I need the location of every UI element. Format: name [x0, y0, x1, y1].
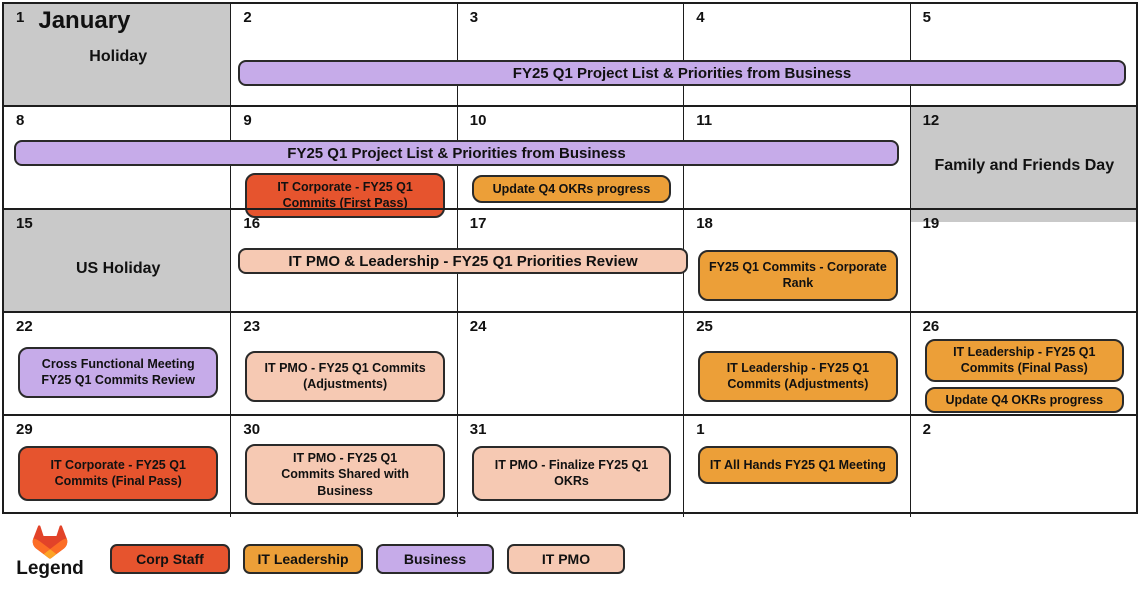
day-number: 25	[696, 318, 713, 335]
day-cell-4: 4	[683, 4, 909, 105]
event-fy25-q1-commits-corporate-rank: FY25 Q1 Commits - Corporate Rank	[698, 250, 898, 301]
day-number: 2	[243, 9, 252, 26]
day-number: 8	[16, 112, 25, 129]
legend-title-block: Legend	[16, 524, 84, 580]
day-cell-9: 9 IT Corporate - FY25 Q1 Commits (First …	[230, 107, 456, 222]
january-calendar: 1 January Holiday 2 3 4 5 FY25 Q1 Projec…	[2, 2, 1138, 517]
week-row-1: 1 January Holiday 2 3 4 5 FY25 Q1 Projec…	[4, 4, 1136, 105]
day-number: 2	[922, 421, 931, 438]
day-number: 15	[16, 215, 33, 232]
event-it-corporate-commits-final-pass: IT Corporate - FY25 Q1 Commits (Final Pa…	[18, 446, 219, 501]
day-cell-16: 16	[230, 210, 456, 311]
day-number: 5	[922, 9, 931, 26]
week-row-2: 8 9 IT Corporate - FY25 Q1 Commits (Firs…	[4, 105, 1136, 222]
event-it-pmo-commits-adjustments: IT PMO - FY25 Q1 Commits (Adjustments)	[245, 351, 445, 402]
day-18-events: FY25 Q1 Commits - Corporate Rank	[698, 250, 898, 301]
day-cell-31: 31 IT PMO - Finalize FY25 Q1 OKRs	[456, 416, 683, 517]
day-number: 17	[469, 215, 487, 232]
day-cell-30: 30 IT PMO - FY25 Q1 Commits Shared with …	[230, 416, 456, 517]
banner-project-list-priorities: FY25 Q1 Project List & Priorities from B…	[14, 140, 899, 166]
day-cell-12: 12 Family and Friends Day	[909, 107, 1136, 222]
holiday-label: US Holiday	[75, 260, 161, 277]
day-cell-1: 1 January Holiday	[4, 4, 231, 105]
day-number: 10	[469, 112, 487, 129]
day-cell-18: 18 FY25 Q1 Commits - Corporate Rank	[683, 210, 909, 311]
day-number: 18	[696, 215, 713, 232]
event-cross-functional-meeting: Cross Functional Meeting FY25 Q1 Commits…	[18, 347, 219, 398]
day-number: 26	[922, 318, 940, 335]
day-cell-5: 5	[909, 4, 1136, 105]
day-cell-feb-1: 1 IT All Hands FY25 Q1 Meeting	[683, 416, 909, 517]
event-it-pmo-finalize-fy25-q1-okrs: IT PMO - Finalize FY25 Q1 OKRs	[471, 446, 672, 501]
day-number: 16	[243, 215, 261, 232]
holiday-label: Family and Friends Day	[934, 157, 1115, 174]
legend-title: Legend	[16, 558, 84, 579]
day-23-events: IT PMO - FY25 Q1 Commits (Adjustments)	[245, 351, 445, 402]
day-number: 4	[696, 9, 705, 26]
day-cell-26: 26 IT Leadership - FY25 Q1 Commits (Fina…	[909, 313, 1136, 417]
banner-project-list-priorities: FY25 Q1 Project List & Priorities from B…	[238, 60, 1126, 86]
week-row-5: 29 IT Corporate - FY25 Q1 Commits (Final…	[4, 414, 1136, 517]
event-it-leadership-commits-final-pass: IT Leadership - FY25 Q1 Commits (Final P…	[924, 339, 1124, 382]
day-30-events: IT PMO - FY25 Q1 Commits Shared with Bus…	[245, 444, 445, 505]
legend-badge-it-leadership: IT Leadership	[243, 544, 363, 574]
event-it-corporate-commits-first-pass: IT Corporate - FY25 Q1 Commits (First Pa…	[245, 173, 445, 218]
day-number: 22	[16, 318, 33, 335]
event-it-pmo-commits-shared-with-business: IT PMO - FY25 Q1 Commits Shared with Bus…	[245, 444, 445, 505]
day-cell-2: 2	[230, 4, 456, 105]
day-cell-23: 23 IT PMO - FY25 Q1 Commits (Adjustments…	[230, 313, 456, 417]
day-number: 3	[469, 9, 479, 26]
legend-items: Corp Staff IT Leadership Business IT PMO	[110, 544, 625, 574]
day-cell-25: 25 IT Leadership - FY25 Q1 Commits (Adju…	[683, 313, 909, 417]
gitlab-tanuki-icon	[32, 525, 68, 559]
day-number: 19	[922, 215, 940, 232]
event-it-all-hands-meeting: IT All Hands FY25 Q1 Meeting	[698, 446, 898, 485]
day-22-events: Cross Functional Meeting FY25 Q1 Commits…	[18, 347, 219, 398]
day-number: 11	[696, 112, 713, 129]
day-number: 1	[696, 421, 705, 438]
day-cell-24: 24	[456, 313, 683, 417]
day-number: 23	[243, 318, 261, 335]
legend: Legend Corp Staff IT Leadership Business…	[16, 520, 1118, 584]
event-update-q4-okrs-progress: Update Q4 OKRs progress	[924, 386, 1124, 413]
day-cell-feb-2: 2	[909, 416, 1136, 517]
day-feb-1-events: IT All Hands FY25 Q1 Meeting	[698, 446, 898, 485]
day-25-events: IT Leadership - FY25 Q1 Commits (Adjustm…	[698, 351, 898, 402]
day-number: 12	[922, 112, 940, 129]
day-cell-3: 3	[456, 4, 683, 105]
banner-it-pmo-leadership-priorities-review: IT PMO & Leadership - FY25 Q1 Priorities…	[238, 248, 688, 274]
day-10-events: Update Q4 OKRs progress	[471, 175, 672, 204]
day-number: 29	[16, 421, 33, 438]
day-29-events: IT Corporate - FY25 Q1 Commits (Final Pa…	[18, 446, 219, 501]
day-cell-22: 22 Cross Functional Meeting FY25 Q1 Comm…	[4, 313, 230, 417]
day-cell-29: 29 IT Corporate - FY25 Q1 Commits (Final…	[4, 416, 230, 517]
day-31-events: IT PMO - Finalize FY25 Q1 OKRs	[471, 446, 672, 501]
legend-badge-corp-staff: Corp Staff	[110, 544, 230, 574]
legend-badge-business: Business	[376, 544, 494, 574]
day-cell-19: 19	[909, 210, 1136, 311]
holiday-label: Holiday	[89, 48, 148, 65]
event-it-leadership-commits-adjustments: IT Leadership - FY25 Q1 Commits (Adjustm…	[698, 351, 898, 402]
day-9-events: IT Corporate - FY25 Q1 Commits (First Pa…	[245, 173, 445, 218]
day-26-events: IT Leadership - FY25 Q1 Commits (Final P…	[924, 339, 1124, 413]
week-row-4: 22 Cross Functional Meeting FY25 Q1 Comm…	[4, 311, 1136, 417]
month-title: January	[38, 7, 131, 34]
day-number: 1	[16, 9, 25, 26]
week-row-3: 15 US Holiday 16 17 18 FY25 Q1 Commits -…	[4, 208, 1136, 311]
day-cell-10: 10 Update Q4 OKRs progress	[456, 107, 683, 222]
legend-badge-it-pmo: IT PMO	[507, 544, 625, 574]
day-number: 24	[469, 318, 487, 335]
event-update-q4-okrs-progress: Update Q4 OKRs progress	[471, 175, 672, 204]
day-cell-8: 8	[4, 107, 230, 222]
day-1-header: 1 January	[16, 8, 220, 34]
day-number: 30	[243, 421, 261, 438]
day-cell-15: 15 US Holiday	[4, 210, 231, 311]
day-number: 31	[469, 421, 487, 438]
day-number: 9	[243, 112, 252, 129]
